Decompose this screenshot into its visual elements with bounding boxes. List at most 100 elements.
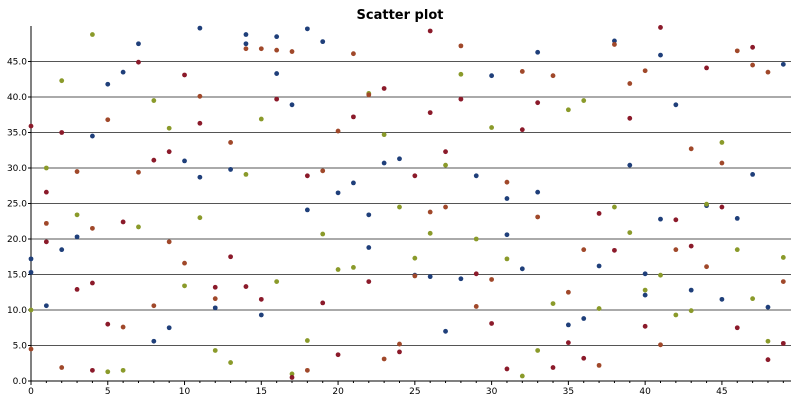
data-point xyxy=(166,239,172,245)
data-point xyxy=(90,280,95,286)
data-point xyxy=(182,158,187,164)
data-point xyxy=(381,132,387,138)
data-point xyxy=(673,312,679,318)
data-point xyxy=(320,39,326,45)
data-point xyxy=(719,160,725,166)
data-point xyxy=(74,169,80,174)
x-tick-label: 15 xyxy=(256,387,267,397)
data-point xyxy=(565,340,571,346)
data-point xyxy=(212,348,218,353)
data-point xyxy=(397,156,402,162)
data-point xyxy=(136,224,141,230)
data-point xyxy=(642,323,648,329)
data-point xyxy=(258,46,264,52)
y-tick-label: 10.0 xyxy=(7,306,27,316)
data-point xyxy=(105,369,111,375)
y-tick-label: 25.0 xyxy=(7,200,27,210)
data-point xyxy=(427,28,433,34)
data-point xyxy=(504,196,510,201)
data-point xyxy=(28,256,34,262)
data-point xyxy=(658,272,663,278)
data-point xyxy=(120,219,126,225)
data-point xyxy=(182,283,187,289)
data-point xyxy=(28,307,34,313)
data-point xyxy=(596,362,602,368)
data-point xyxy=(473,304,479,309)
data-point xyxy=(243,284,249,289)
data-point xyxy=(28,123,34,129)
data-point xyxy=(443,149,448,155)
data-point xyxy=(596,263,602,269)
data-point xyxy=(212,284,218,290)
data-point xyxy=(151,157,157,163)
data-point xyxy=(473,271,479,277)
data-point xyxy=(612,247,617,253)
data-point xyxy=(304,173,310,179)
data-point xyxy=(519,373,525,379)
data-point xyxy=(642,287,648,293)
data-point xyxy=(504,232,510,238)
data-point xyxy=(197,93,203,99)
data-point xyxy=(320,231,326,237)
data-point xyxy=(335,352,341,358)
data-point xyxy=(59,78,65,84)
data-point xyxy=(627,81,633,86)
data-point xyxy=(320,300,326,306)
data-point xyxy=(719,204,725,210)
x-tick-label: 30 xyxy=(486,387,498,397)
data-point xyxy=(596,211,602,216)
data-point xyxy=(458,276,464,282)
data-point xyxy=(120,69,126,75)
data-point xyxy=(489,277,495,282)
data-point xyxy=(258,116,264,122)
data-point xyxy=(197,215,203,221)
data-point xyxy=(519,69,525,74)
data-point xyxy=(412,273,418,279)
data-point xyxy=(704,264,709,270)
data-point xyxy=(351,51,356,57)
data-point xyxy=(43,189,49,195)
data-point xyxy=(151,303,157,309)
data-point xyxy=(658,342,663,348)
data-point xyxy=(136,41,141,47)
data-point xyxy=(642,292,648,298)
data-point xyxy=(581,98,587,103)
grid-lines xyxy=(31,61,791,346)
data-point xyxy=(734,48,740,54)
data-point xyxy=(274,279,280,284)
data-point xyxy=(750,62,756,68)
data-point xyxy=(719,140,725,145)
data-point xyxy=(489,321,495,326)
data-point xyxy=(74,212,80,218)
data-point xyxy=(581,247,587,253)
data-point xyxy=(197,120,203,126)
data-point xyxy=(351,265,356,270)
data-point xyxy=(351,114,356,120)
data-point xyxy=(688,243,694,249)
data-point xyxy=(289,371,295,377)
data-point xyxy=(550,301,556,307)
data-point xyxy=(120,367,126,373)
data-point xyxy=(765,338,771,344)
data-point xyxy=(473,173,479,179)
data-point xyxy=(658,25,663,30)
data-point xyxy=(304,338,310,343)
data-point xyxy=(688,146,694,152)
data-point xyxy=(704,65,709,71)
data-point xyxy=(627,162,633,168)
data-point xyxy=(504,256,510,262)
data-point xyxy=(458,71,464,77)
data-point xyxy=(43,303,49,309)
y-tick-label: 15.0 xyxy=(7,271,27,281)
data-point xyxy=(197,25,203,31)
axes: 0.0 5.0 10.0 15.0 20.0 25.0 30.0 35.0 40.0 45.0 0 5… xyxy=(7,26,791,397)
data-point xyxy=(243,171,249,177)
data-point xyxy=(473,236,479,242)
data-point xyxy=(765,69,771,75)
data-point xyxy=(642,271,648,277)
data-point xyxy=(166,149,172,155)
data-point xyxy=(535,348,541,353)
data-point xyxy=(320,168,326,174)
data-point xyxy=(519,266,525,272)
